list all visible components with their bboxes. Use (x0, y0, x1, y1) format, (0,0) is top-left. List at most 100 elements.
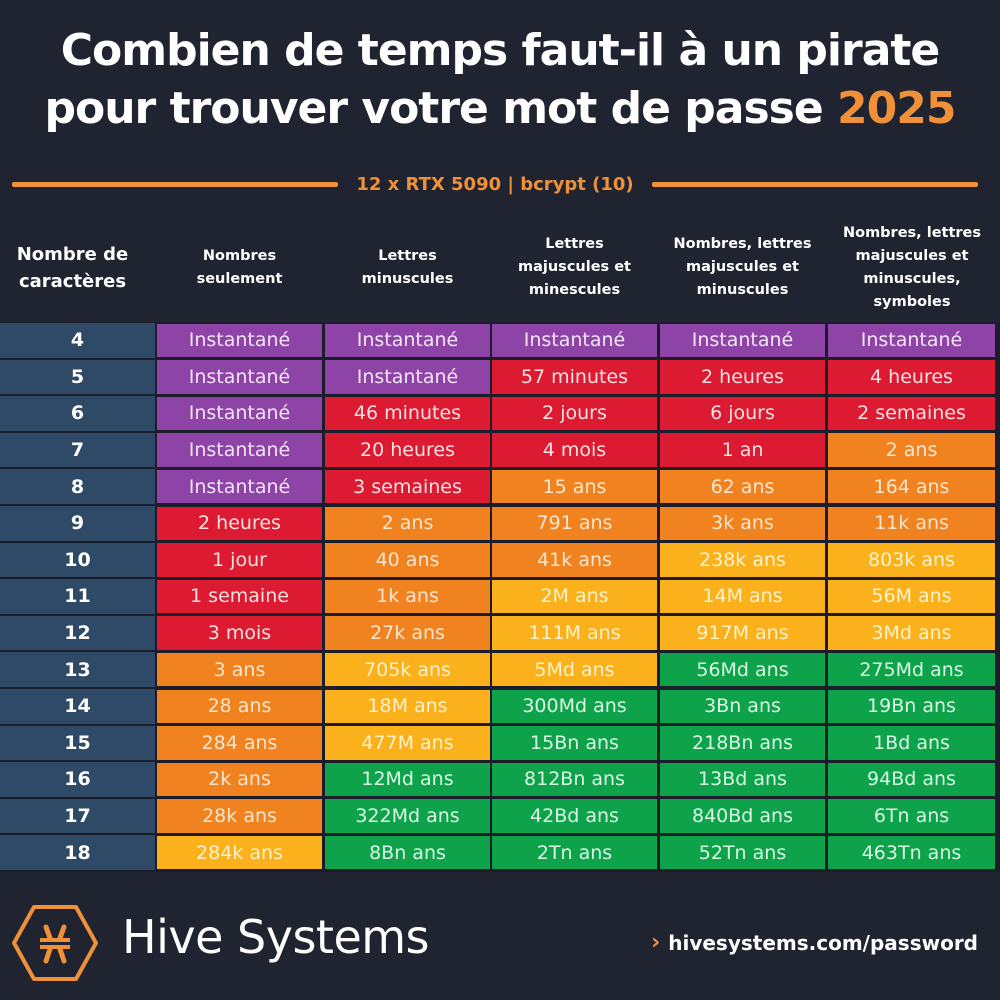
table-cell: 11k ans (828, 506, 995, 541)
table-cell: 15 ans (492, 469, 657, 504)
character-count: 13 (0, 652, 155, 687)
table-cell: 2 ans (828, 433, 995, 467)
table-cell: 6 jours (660, 396, 825, 431)
table-cell: 20 heures (325, 433, 490, 467)
chevron-right-icon: › (651, 930, 661, 955)
title-line-2: pour trouver votre mot de passe 2025 (0, 80, 1000, 138)
table-cell: 4 mois (492, 433, 657, 467)
table-cell: 1k ans (325, 579, 490, 614)
table-cell: 8Bn ans (325, 835, 490, 870)
table-cell: 275Md ans (828, 652, 995, 687)
table-header: Nombre de caractères Nombres seulement Let… (0, 215, 1000, 320)
table-cell: 6Tn ans (828, 799, 995, 833)
table-cell: 463Tn ans (828, 835, 995, 870)
table-cell: 238k ans (660, 543, 825, 577)
table-cell: Instantané (660, 323, 825, 358)
table-cell: 3k ans (660, 506, 825, 541)
website-link-text[interactable]: hivesystems.com/password (668, 930, 978, 955)
table-row: 10 1 jour 40 ans 41k ans 238k ans 803k ans (0, 542, 1000, 579)
table-cell: 28k ans (157, 799, 322, 833)
hive-hexagon-logo-icon (10, 903, 100, 983)
table-row: 5 Instantané Instantané 57 minutes 2 heures 4… (0, 359, 1000, 396)
table-cell: 812Bn ans (492, 762, 657, 797)
table-row: 17 28k ans 322Md ans 42Bd ans 840Bd ans 6Tn a… (0, 798, 1000, 835)
character-count: 18 (0, 835, 155, 870)
table-cell: 2 semaines (828, 396, 995, 431)
character-count: 11 (0, 579, 155, 614)
table-cell: 56M ans (828, 579, 995, 614)
column-header-2: Lettres minuscules (361, 247, 454, 287)
table-cell: 3Md ans (828, 616, 995, 650)
table-row: 16 2k ans 12Md ans 812Bn ans 13Bd ans 94Bd an… (0, 761, 1000, 798)
table-cell: 3 ans (157, 652, 322, 687)
table-cell: Instantané (157, 469, 322, 504)
table-row: 15 284 ans 477M ans 15Bn ans 218Bn ans 1Bd an… (0, 725, 1000, 762)
title-line-1: Combien de temps faut-il à un pirate (60, 25, 941, 76)
table-cell: 791 ans (492, 506, 657, 541)
table-cell: 4 heures (828, 360, 995, 394)
character-count: 15 (0, 725, 155, 761)
table-row: 12 3 mois 27k ans 111M ans 917M ans 3Md ans (0, 615, 1000, 652)
table-cell: 803k ans (828, 543, 995, 577)
table-cell: Instantané (325, 323, 490, 358)
table-cell: Instantané (157, 323, 322, 358)
table-cell: 5Md ans (492, 652, 657, 687)
character-count: 12 (0, 615, 155, 651)
table-cell: 94Bd ans (828, 762, 995, 797)
table-cell: 41k ans (492, 543, 657, 577)
table-cell: 3 mois (157, 616, 322, 650)
table-cell: 57 minutes (492, 360, 657, 394)
divider-right (651, 181, 979, 187)
table-cell: Instantané (828, 323, 995, 358)
table-cell: Instantané (325, 360, 490, 394)
subtitle: 12 x RTX 5090 | bcrypt (10) (356, 173, 634, 195)
website-link[interactable]: › hivesystems.com/password (651, 930, 978, 955)
title-year: 2025 (837, 83, 956, 134)
table-cell: 62 ans (660, 469, 825, 504)
table-cell: 1 an (660, 433, 825, 467)
table-cell: 2 heures (660, 360, 825, 394)
character-count: 6 (0, 396, 155, 431)
table-row: 13 3 ans 705k ans 5Md ans 56Md ans 275Md ans (0, 651, 1000, 688)
character-count: 4 (0, 323, 155, 358)
column-header-3: Lettres majuscules et minescules (518, 236, 631, 298)
table-cell: Instantané (157, 360, 322, 394)
table-cell: 14M ans (660, 579, 825, 614)
table-cell: 2k ans (157, 762, 322, 797)
column-header-1: Nombres seulement (196, 247, 283, 287)
table-cell: 56Md ans (660, 652, 825, 687)
table-cell: 164 ans (828, 469, 995, 504)
table-cell: 52Tn ans (660, 835, 825, 870)
table-cell: 477M ans (325, 726, 490, 760)
table-cell: 40 ans (325, 543, 490, 577)
title-line-2-text: pour trouver votre mot de passe (44, 83, 824, 134)
table-cell: 1Bd ans (828, 726, 995, 760)
character-count: 17 (0, 798, 155, 834)
table-cell: 18M ans (325, 689, 490, 724)
table-cell: 111M ans (492, 616, 657, 650)
page-title: Combien de temps faut-il à un pirate pou… (0, 22, 1000, 138)
footer: Hive Systems › hivesystems.com/password (0, 875, 1000, 1000)
table-cell: 27k ans (325, 616, 490, 650)
table-cell: 19Bn ans (828, 689, 995, 724)
table-cell: Instantané (492, 323, 657, 358)
table-cell: 1 semaine (157, 579, 322, 614)
column-header-4: Nombres, lettres majuscules et minuscule… (673, 236, 812, 298)
divider-left (12, 181, 339, 187)
character-count: 14 (0, 689, 155, 724)
table-cell: 284 ans (157, 726, 322, 760)
table-cell: 2M ans (492, 579, 657, 614)
table-cell: 218Bn ans (660, 726, 825, 760)
table-cell: 2 heures (157, 506, 322, 541)
table-row: 14 28 ans 18M ans 300Md ans 3Bn ans 19Bn ans (0, 688, 1000, 725)
table-row: 6 Instantané 46 minutes 2 jours 6 jours 2 sem… (0, 395, 1000, 432)
table-cell: 917M ans (660, 616, 825, 650)
password-time-table: 4 Instantané Instantané Instantané Instantan… (0, 322, 1000, 872)
table-row: 18 284k ans 8Bn ans 2Tn ans 52Tn ans 463Tn an… (0, 834, 1000, 871)
table-cell: 28 ans (157, 689, 322, 724)
table-cell: 322Md ans (325, 799, 490, 833)
table-row: 8 Instantané 3 semaines 15 ans 62 ans 164 ans (0, 468, 1000, 505)
table-cell: 15Bn ans (492, 726, 657, 760)
table-cell: 3Bn ans (660, 689, 825, 724)
